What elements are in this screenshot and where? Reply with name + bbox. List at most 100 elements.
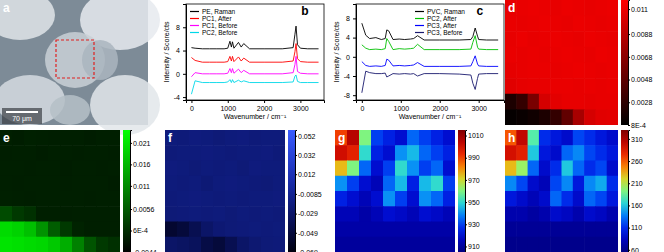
tick-label: 260	[631, 158, 643, 165]
heatmap-cell	[595, 237, 607, 252]
tick-label: 310	[631, 136, 643, 143]
heatmap-cell	[189, 145, 202, 161]
heatmap-cell	[48, 161, 61, 177]
heatmap-cell	[419, 191, 432, 207]
heatmap-cell	[607, 47, 618, 63]
heatmap-cell	[189, 191, 202, 207]
tick-mark	[465, 202, 467, 203]
cells	[165, 130, 285, 252]
heatmap-cell	[60, 176, 73, 192]
x-axis-title: Wavenumber / cm⁻¹	[399, 113, 462, 120]
heatmap-cell	[419, 161, 432, 177]
heatmap-cell	[177, 237, 190, 252]
tick: 930	[465, 221, 480, 228]
tick-mark	[628, 139, 630, 140]
heatmap-cell	[225, 145, 238, 161]
heatmap-cell	[539, 63, 551, 79]
heatmap-cell	[528, 0, 540, 16]
tick-label: 0	[176, 71, 180, 78]
tick: 8E-4	[628, 122, 646, 129]
heatmap-cell	[607, 0, 618, 16]
panel-label: h	[508, 131, 515, 145]
heatmap-cell	[516, 130, 528, 146]
tick: 0.011	[628, 6, 648, 13]
panel-label: c	[476, 4, 483, 18]
heatmap-cell	[96, 130, 109, 146]
heatmap-cell	[12, 206, 25, 222]
heatmap-cell	[347, 222, 360, 238]
heatmap-cell	[36, 222, 49, 238]
tick-label: 970	[468, 177, 480, 184]
figure-svg: 70 μma0100020003000-4048Wavenumber / cm⁻…	[0, 0, 664, 252]
heatmap-cell	[201, 176, 214, 192]
heatmap-cell	[562, 0, 574, 16]
legend-swatch	[415, 18, 424, 19]
heatmap-cell	[177, 222, 190, 238]
tick-mark	[295, 155, 297, 156]
heatmap-cell	[84, 191, 97, 207]
tick-label: 950	[468, 199, 480, 206]
tick: -0.0044	[130, 249, 157, 252]
heatmap-cell	[177, 176, 190, 192]
heatmap-cell	[516, 47, 528, 63]
heatmap-cell	[584, 191, 596, 207]
heatmap-cell	[505, 16, 517, 32]
tick-mark	[353, 57, 356, 58]
heatmap-cell	[383, 206, 396, 222]
heatmap-cell	[573, 176, 585, 192]
heatmap-cell	[225, 191, 238, 207]
heatmap-cell	[607, 206, 618, 222]
heatmap-cell	[165, 176, 178, 192]
heatmap-cell	[249, 222, 262, 238]
panel-label: g	[338, 131, 345, 145]
heatmap-cell	[0, 176, 13, 192]
heatmap-cell	[335, 176, 348, 192]
heatmap-cell	[359, 145, 372, 161]
heatmap-cell	[573, 145, 585, 161]
heatmap-cell	[539, 94, 551, 110]
legend-label: PC3, Before	[427, 29, 463, 36]
heatmap-cell	[249, 176, 262, 192]
legend-swatch	[190, 11, 199, 12]
heatmap-cell	[60, 161, 73, 177]
tick-label: 6E-4	[133, 227, 148, 234]
heatmap-cell	[431, 145, 444, 161]
heatmap-cell	[584, 109, 596, 125]
x-axis-title: Wavenumber / cm⁻¹	[224, 113, 287, 120]
heatmap-cell	[584, 31, 596, 47]
spectrum-line	[191, 56, 318, 76]
heatmap-cell	[607, 130, 618, 146]
tick: 4	[176, 47, 186, 54]
heatmap-cell	[562, 31, 574, 47]
tick-label: 0	[346, 54, 350, 61]
tick-label: -0.069	[298, 249, 318, 252]
legend-label: PC3, After	[427, 22, 457, 29]
legend-label: PE, Raman	[202, 8, 236, 15]
heatmap-cell	[213, 237, 226, 252]
heatmap-cell	[584, 176, 596, 192]
heatmap-cell	[359, 206, 372, 222]
heatmap-cell	[72, 222, 85, 238]
tick-mark	[628, 250, 630, 251]
heatmap-cell	[273, 176, 285, 192]
legend-swatch	[415, 11, 424, 12]
heatmap-cell	[595, 109, 607, 125]
heatmap-cell	[249, 191, 262, 207]
heatmap-cell	[60, 222, 73, 238]
plot-frame	[186, 4, 324, 100]
heatmap-cell	[177, 161, 190, 177]
colorbar-gradient	[621, 130, 628, 252]
heatmap-cell	[539, 222, 551, 238]
heatmap-cell	[550, 191, 562, 207]
heatmap-cell	[539, 130, 551, 146]
heatmap-cell	[528, 130, 540, 146]
heatmap-cell	[359, 161, 372, 177]
heatmap-cell	[165, 206, 178, 222]
tick-label: 0.0056	[133, 206, 155, 213]
legend-entry: PC2, Before	[190, 29, 238, 36]
heatmap-cell	[550, 237, 562, 252]
heatmap-cell	[539, 16, 551, 32]
heatmap-cell	[335, 237, 348, 252]
heatmap-cell	[213, 176, 226, 192]
heatmap-cell	[419, 222, 432, 238]
